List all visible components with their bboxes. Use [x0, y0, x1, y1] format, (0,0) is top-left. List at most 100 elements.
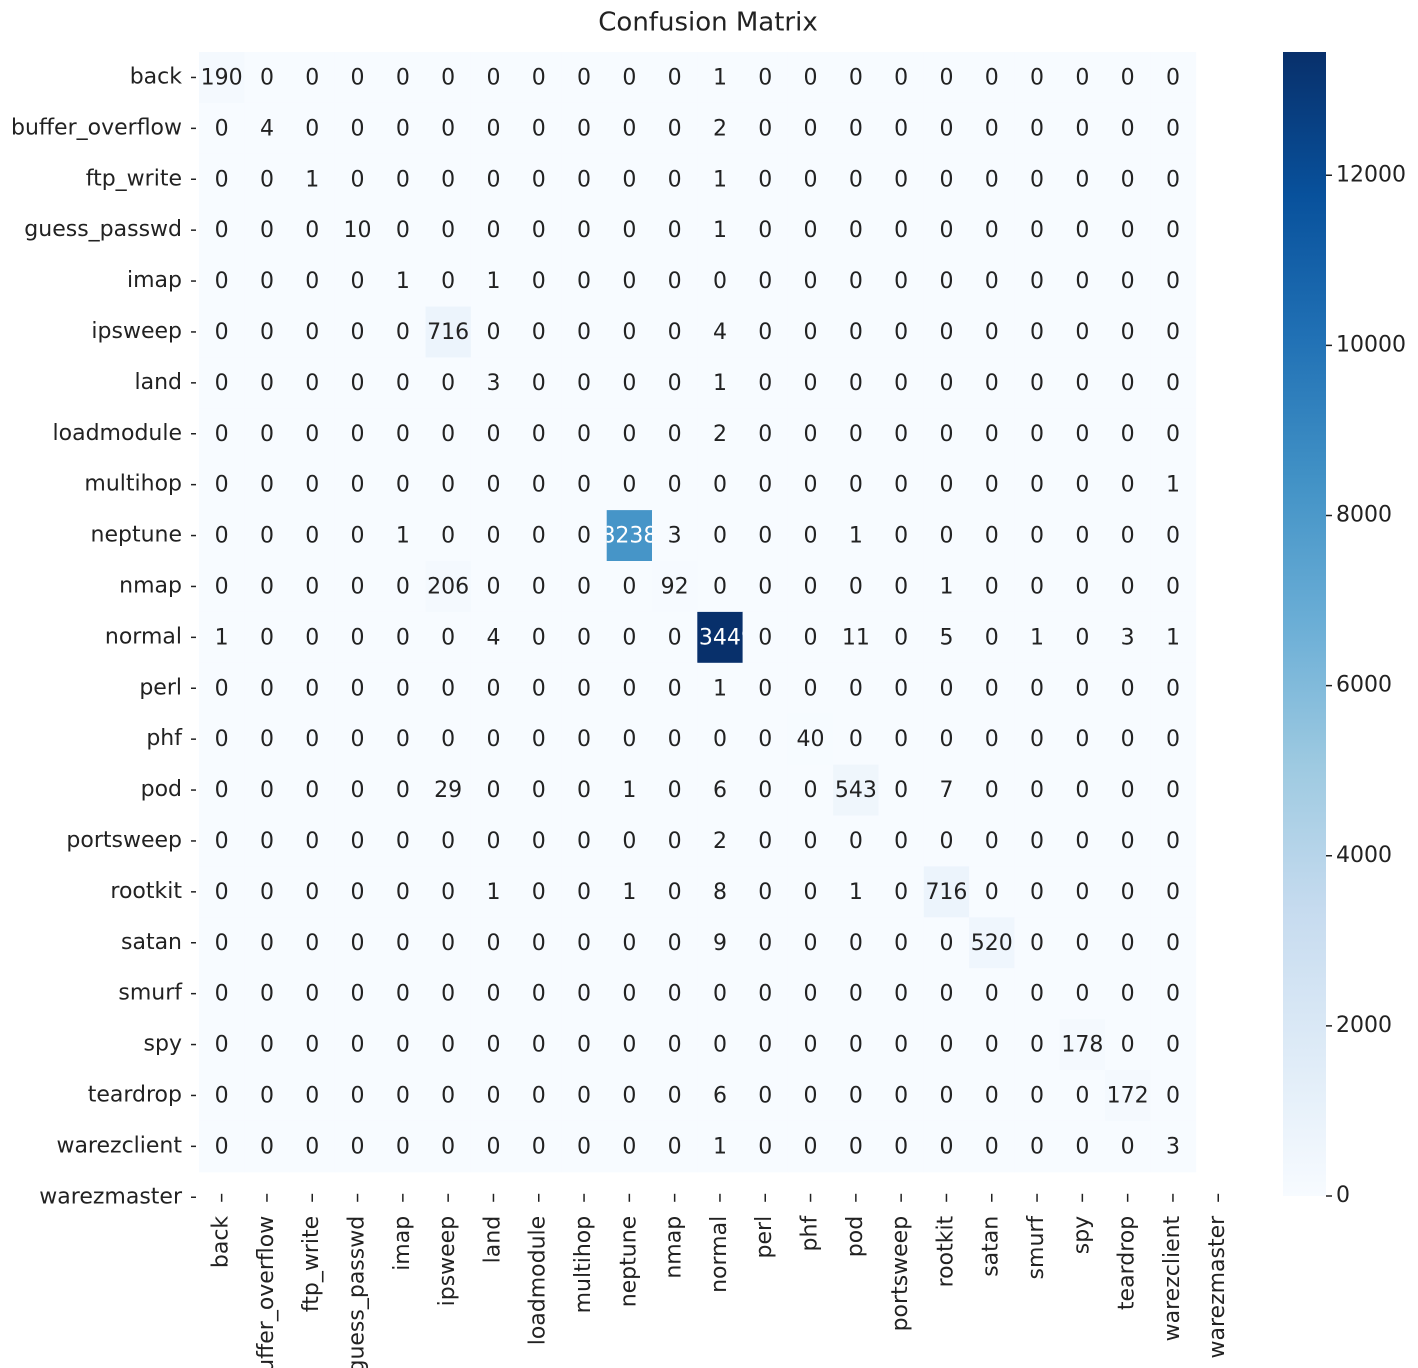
cell	[1059, 764, 1106, 816]
cell	[561, 1120, 608, 1173]
cell	[561, 866, 608, 918]
cell	[380, 1070, 426, 1122]
cell	[199, 866, 245, 918]
cell-label: 0	[622, 473, 636, 498]
cell	[652, 52, 698, 104]
y-tick-label: satan	[121, 930, 182, 955]
cell	[334, 561, 381, 613]
cell	[1105, 510, 1151, 562]
cell-label: 0	[622, 829, 636, 854]
cell	[923, 510, 970, 562]
cell-label: 0	[486, 1083, 500, 1108]
cell-label: 0	[622, 931, 636, 956]
cell	[289, 611, 336, 664]
cell	[1059, 611, 1106, 664]
cell-label: 0	[1075, 1083, 1089, 1108]
cell	[606, 255, 653, 307]
y-tick-label: rootkit	[110, 879, 182, 904]
cell-label: 0	[1030, 320, 1044, 345]
cell-label: 0	[441, 473, 455, 498]
cell	[470, 611, 517, 664]
cell-label: 0	[1121, 269, 1135, 294]
cell-label: 0	[894, 320, 908, 345]
cell	[652, 102, 698, 155]
cell-label: 0	[1030, 676, 1044, 701]
cell	[561, 917, 608, 969]
cell	[1150, 255, 1197, 307]
cell	[334, 408, 381, 460]
cell	[561, 408, 608, 460]
cell-label: 0	[985, 524, 999, 549]
cell-label: 0	[351, 371, 365, 396]
x-tick-label: guess_passwd	[345, 1216, 370, 1368]
cell-label: 0	[985, 473, 999, 498]
cell-label: 0	[668, 422, 682, 447]
cell-label: 190	[201, 65, 243, 90]
cell-label: 0	[486, 727, 500, 752]
cell	[697, 153, 744, 206]
cell-label: 0	[985, 625, 999, 650]
cell-label: 0	[1166, 218, 1180, 243]
cell-label: 0	[396, 829, 410, 854]
cell-label: 0	[849, 829, 863, 854]
cell-label: 0	[577, 676, 591, 701]
cell-label: 0	[985, 778, 999, 803]
cell-label: 0	[1121, 167, 1135, 192]
cell	[923, 1120, 970, 1173]
cell	[606, 713, 653, 766]
cell-label: 0	[532, 727, 546, 752]
cell-label: 0	[1075, 473, 1089, 498]
cell-label: 0	[985, 574, 999, 599]
cell-label: 0	[668, 320, 682, 345]
cell	[652, 255, 698, 307]
cell	[652, 611, 698, 664]
cell	[425, 917, 472, 969]
cell-label: 0	[396, 676, 410, 701]
x-tick-label: ipsweep	[435, 1216, 460, 1307]
cell	[652, 764, 698, 816]
cell-label: 0	[849, 473, 863, 498]
cell	[697, 611, 744, 664]
y-tick-label: phf	[146, 726, 183, 751]
cell	[969, 153, 1015, 206]
cell	[1059, 866, 1106, 918]
cell	[1059, 968, 1106, 1020]
cell-label: 0	[351, 269, 365, 294]
cell	[878, 306, 925, 358]
cell-label: 0	[1075, 167, 1089, 192]
cell-label: 0	[894, 727, 908, 752]
cell-label: 0	[532, 1083, 546, 1108]
cell	[380, 815, 426, 867]
cell-label: 0	[985, 1134, 999, 1159]
cell-label: 0	[1075, 422, 1089, 447]
cell-label: 0	[351, 65, 365, 90]
cell-label: 1	[713, 371, 727, 396]
cell	[199, 1070, 245, 1122]
cell	[787, 306, 834, 358]
cell-label: 0	[260, 473, 274, 498]
cell	[199, 561, 245, 613]
cell	[652, 459, 698, 511]
cell	[1059, 52, 1106, 104]
cell-label: 0	[894, 422, 908, 447]
colorbar-tick-label: 4000	[1336, 843, 1392, 868]
cell	[969, 968, 1015, 1020]
cell-label: 0	[351, 1134, 365, 1159]
cell	[380, 968, 426, 1020]
cell	[606, 1019, 653, 1071]
cell-label: 0	[985, 727, 999, 752]
cell-label: 178	[1061, 1033, 1103, 1058]
cell-label: 0	[1166, 880, 1180, 905]
cell-label: 0	[668, 116, 682, 141]
cell	[787, 561, 834, 613]
cell-label: 1	[1166, 473, 1180, 498]
cell	[1150, 1120, 1197, 1173]
cell	[1059, 153, 1106, 206]
cell-label: 0	[939, 473, 953, 498]
cell-label: 0	[305, 778, 319, 803]
cell	[969, 1019, 1015, 1071]
cell-label: 0	[668, 625, 682, 650]
cell	[787, 510, 834, 562]
cell	[470, 815, 517, 867]
cell-label: 0	[894, 1033, 908, 1058]
